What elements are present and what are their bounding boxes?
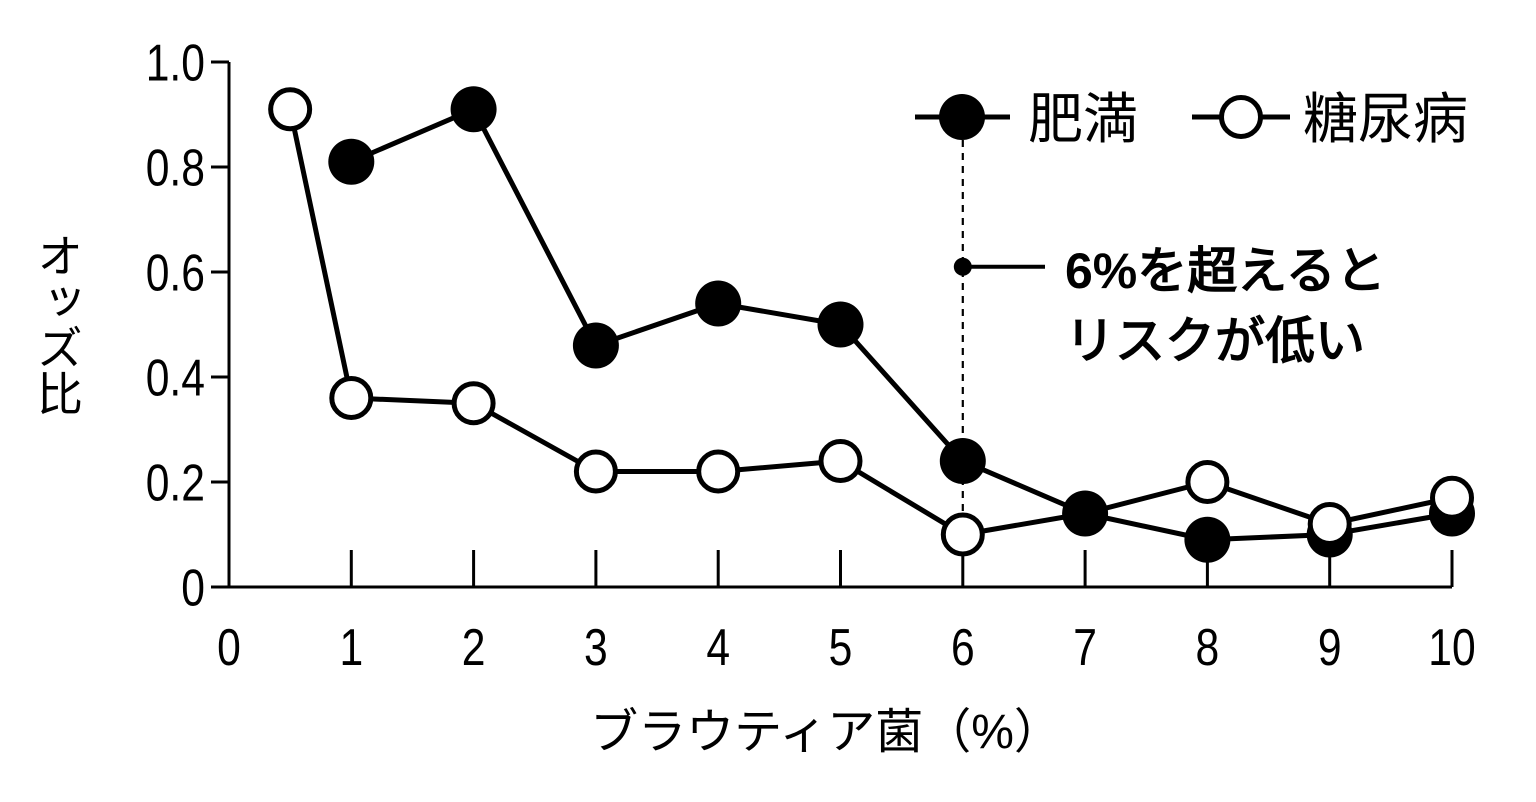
obesity-data-point	[939, 438, 986, 484]
legend-marker-diabetes	[1219, 95, 1263, 139]
x-tick-label: 3	[584, 619, 608, 677]
diabetes-data-point	[573, 449, 618, 494]
obesity-data-point	[1184, 516, 1231, 563]
annotation: 6%を超えると リスクが低い	[953, 243, 1386, 369]
y-tick-label: 0.4	[146, 350, 205, 408]
diabetes-data-point	[696, 449, 741, 494]
diabetes-data-point	[451, 381, 496, 426]
axes: 0 0.2 0.4 0.6 0.8 1.0 0 1 2 3 4 5 6 7 8 9 10	[146, 35, 1476, 677]
legend-label-obesity: 肥満	[1028, 88, 1138, 150]
legend-item-diabetes: 糖尿病	[1192, 88, 1468, 150]
legend-label-diabetes: 糖尿病	[1303, 88, 1468, 150]
x-tick-label: 0	[217, 619, 241, 677]
obesity-data-point	[328, 138, 375, 185]
diabetes-data-point	[818, 439, 863, 483]
diabetes-data-point	[1307, 502, 1352, 546]
y-tick-label: 0.6	[146, 245, 205, 303]
y-axis-title: オッズ比	[31, 232, 83, 416]
x-axis-title: ブラウティア菌（%）	[590, 706, 1062, 759]
x-tick-label: 5	[829, 619, 853, 677]
x-tick-label: 6	[951, 619, 975, 677]
obesity-data-point	[450, 86, 497, 133]
series-markers	[268, 86, 1475, 563]
annotation-text-line-2: リスクが低い	[1065, 313, 1365, 369]
obesity-data-point	[695, 280, 742, 327]
annotation-text-line-1: 6%を超えると	[1065, 243, 1386, 299]
legend-item-obesity: 肥満	[915, 88, 1138, 150]
diabetes-data-point	[940, 512, 985, 557]
diabetes-data-point	[268, 87, 313, 132]
diabetes-data-point	[1185, 460, 1230, 504]
x-tick-label: 4	[706, 619, 730, 677]
x-tick-label: 10	[1428, 619, 1475, 677]
annotation-dot	[953, 257, 972, 276]
y-tick-label: 0.8	[146, 140, 205, 198]
y-tick-label: 1.0	[146, 35, 205, 93]
legend: 肥満 糖尿病	[915, 88, 1468, 150]
x-tick-label: 7	[1073, 619, 1097, 677]
x-tick-label: 1	[339, 619, 363, 677]
y-tick-label: 0	[181, 560, 205, 618]
x-tick-label: 8	[1196, 619, 1220, 677]
obesity-data-point	[1062, 490, 1109, 537]
x-tick-label: 9	[1318, 619, 1342, 677]
x-tick-label: 2	[462, 619, 486, 677]
obesity-series-line	[350, 106, 1453, 543]
y-tick-label: 0.2	[146, 455, 205, 513]
diabetes-data-point	[329, 376, 374, 420]
legend-marker-obesity	[939, 94, 985, 140]
obesity-data-point	[817, 301, 864, 348]
diabetes-data-point	[1430, 475, 1474, 520]
obesity-data-point	[572, 322, 619, 369]
